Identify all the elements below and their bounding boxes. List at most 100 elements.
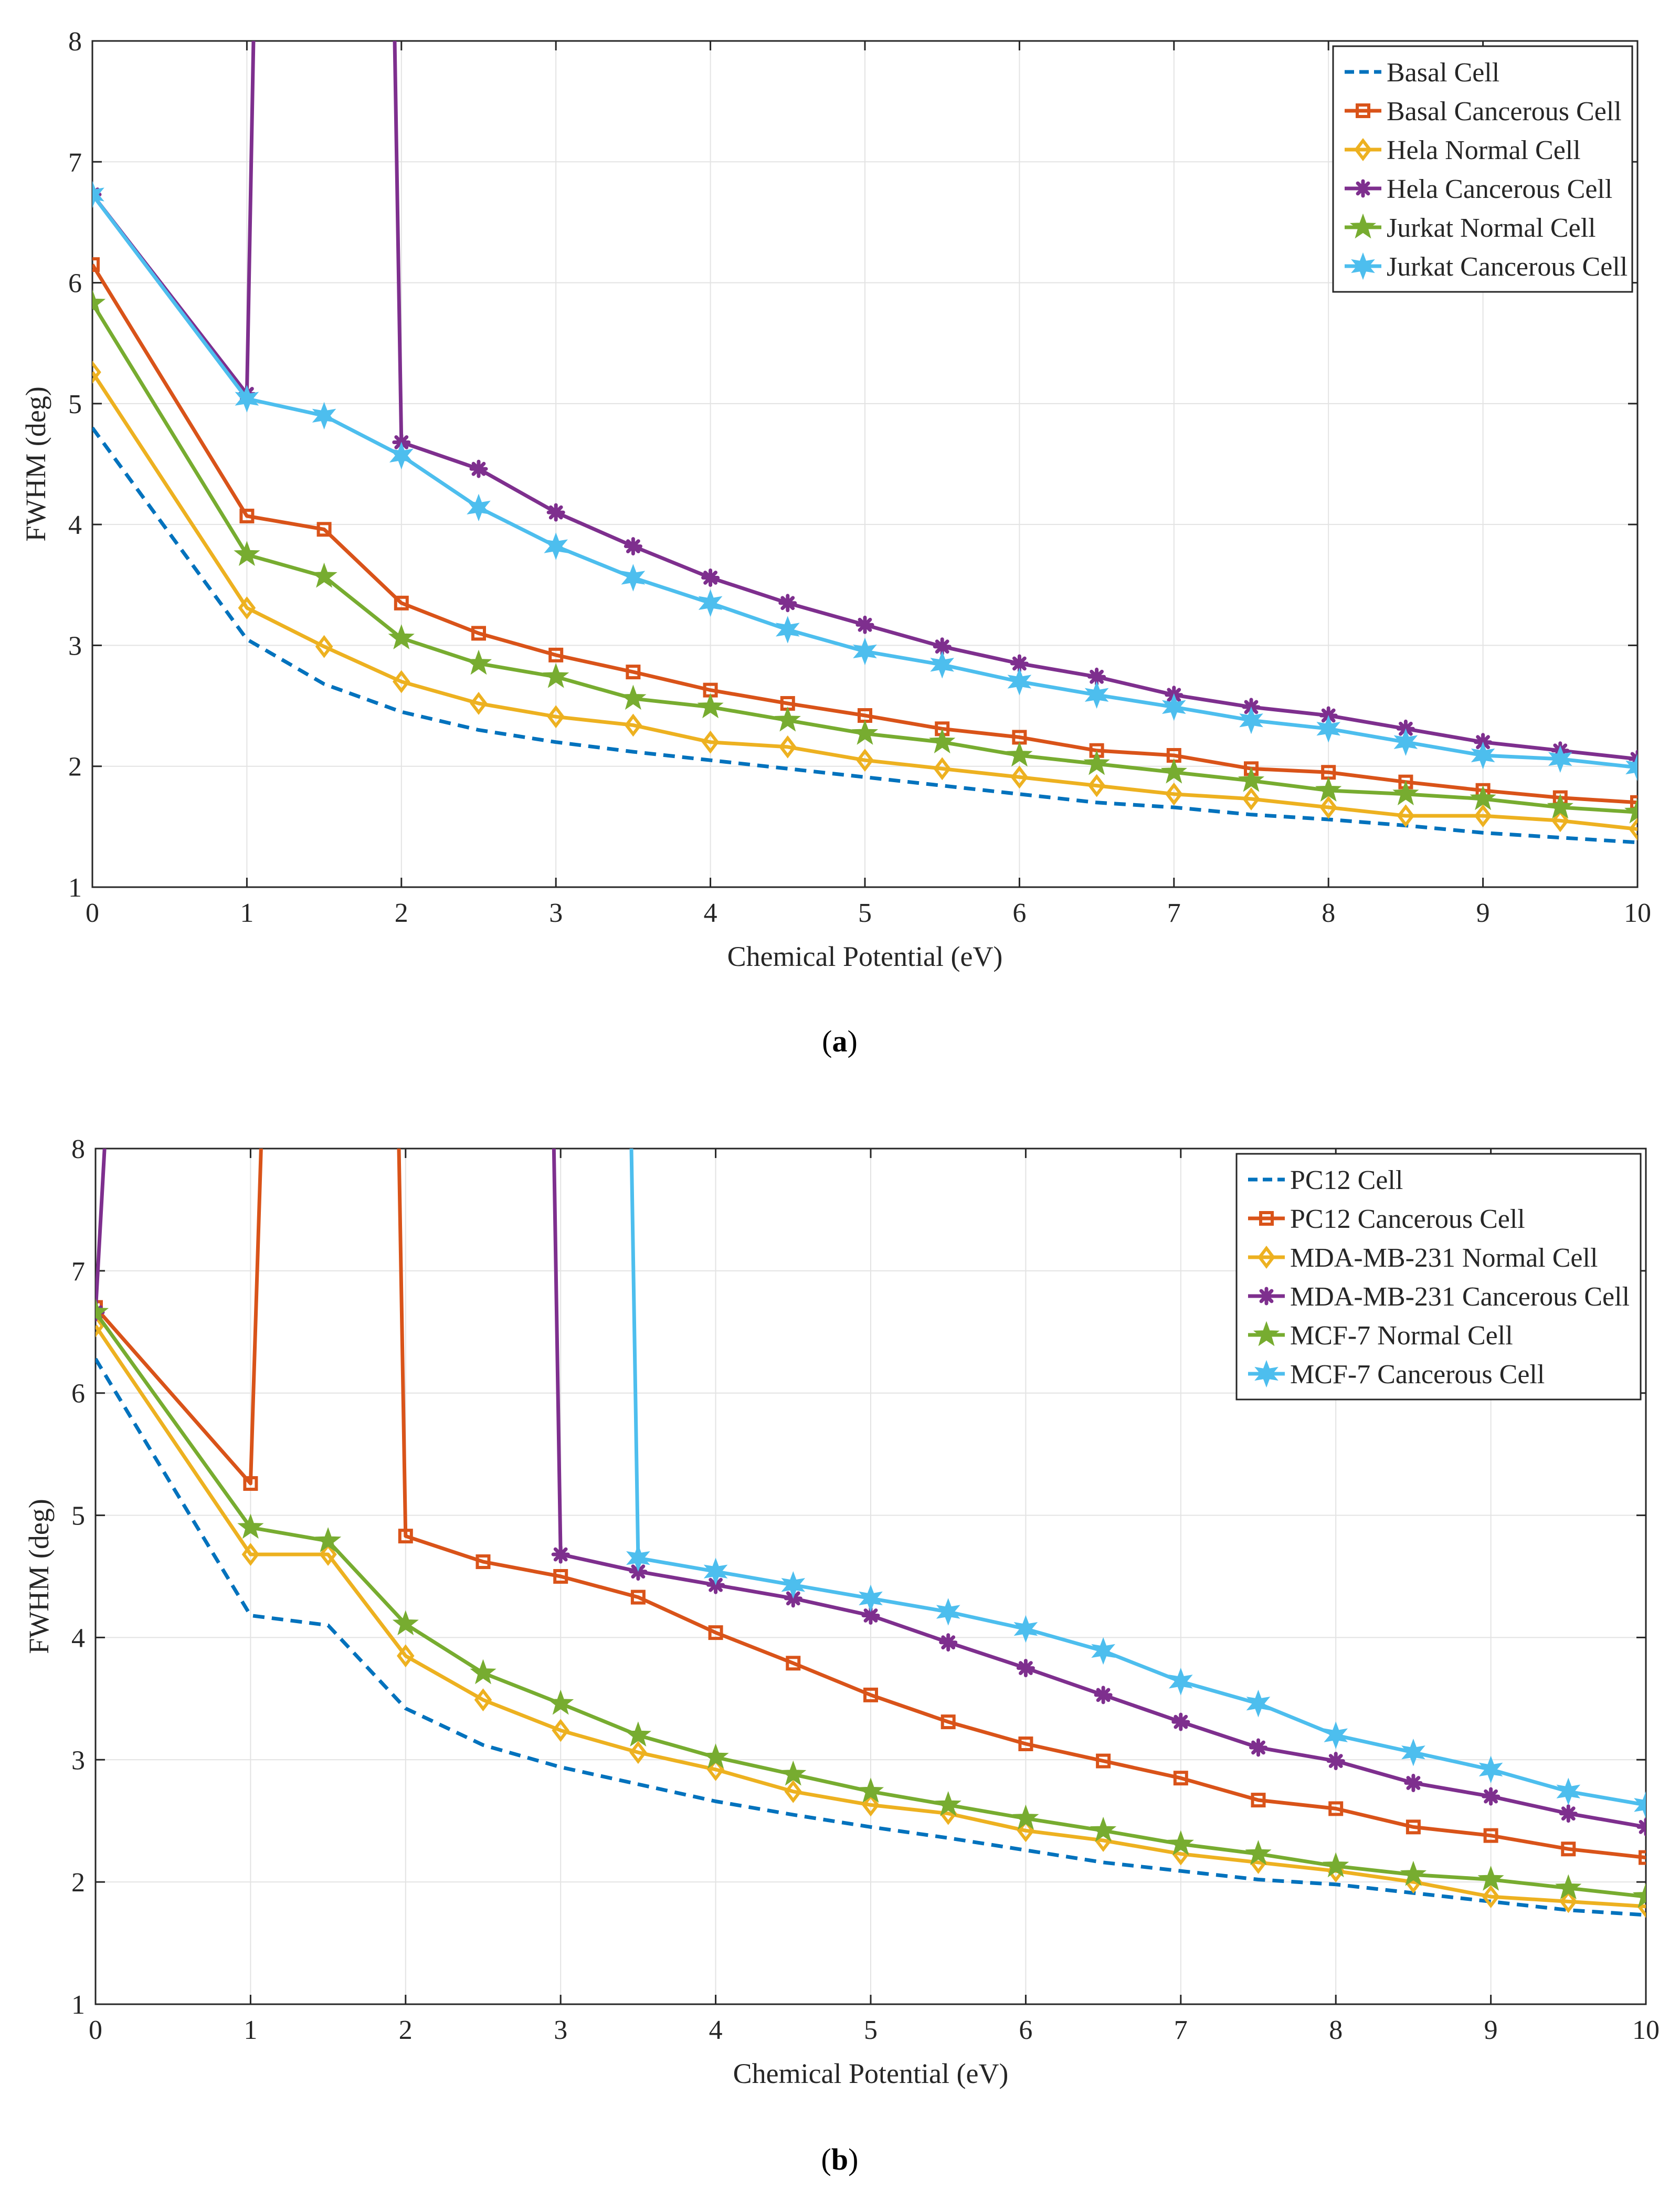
chart-b-series-2-point-4 [474,1688,492,1712]
chart-b-series-4-point-8 [780,1760,807,1786]
chart-a-series-3-point-5 [624,537,642,556]
chart-a-series-2-point-5 [547,705,565,729]
chart-b-series-5-point-9 [1324,1721,1348,1749]
chart-b-series-4-point-3 [392,1610,419,1636]
chart-b-series-2-point-18 [1559,1890,1578,1913]
chart-b-series-4-point-18 [1555,1874,1582,1900]
chart-b-series-2-point-8 [784,1780,802,1803]
chart-a-series-3-point-10 [1010,654,1029,673]
chart-a-series-5-point-16 [1393,728,1418,756]
chart-a-series-5-point-10 [930,651,955,679]
chart-b-series-2-point-2 [319,1543,337,1566]
chart-b-series-5-point-2 [781,1571,806,1599]
chart-b-series-4-line [96,1311,1646,1899]
chart-a-series-2-point-1 [238,596,256,619]
chart-a-series-4-line [92,302,1637,814]
chart-b-series-1-point-5 [630,1590,646,1605]
chart-b-legend-marker-2 [1258,1246,1275,1269]
chart-a-series-2-point-15 [1319,796,1337,819]
chart-b-series-2-point-6 [629,1741,647,1764]
chart-a-ytick-label-7: 8 [68,27,82,57]
chart-b-series-2-line [96,1324,1646,1909]
chart-b-series-1-point-4 [553,1569,568,1584]
chart-a-xlabel: Chemical Potential (eV) [727,941,1003,972]
chart-b-series-1-point-15 [1406,1819,1421,1835]
chart-a-series-2-point-11 [1010,765,1029,789]
chart-b-series-2-point-7 [706,1757,725,1781]
chart-b-series-3-line [96,1149,1646,1829]
chart-b-series-3-point-12 [1404,1774,1423,1792]
chart-a-series-4-point-8 [774,706,801,732]
chart-b-ytick-label-3: 4 [71,1623,85,1653]
chart-a-series-4-point-19 [1624,798,1637,824]
chart-b-xtick-label-7: 7 [1174,2015,1188,2045]
chart-a-series-5-point-2 [312,402,336,430]
chart-a-series-4-point-4 [465,649,492,675]
chart-b-series-4-point-6 [625,1721,651,1747]
chart-a-xtick-label-6: 6 [1012,898,1026,928]
chart-a-series-1-line [92,264,1637,805]
chart-b-series-4-point-2 [315,1527,342,1552]
chart-b-xtick-label-8: 8 [1329,2015,1343,2045]
chart-b-series-5-point-11 [1478,1755,1503,1784]
chart-b-series-4 [96,1298,1646,1908]
chart-a-series-1-point-0 [92,257,100,272]
chart-b-series-5-point-12 [1556,1777,1581,1806]
chart-b-series-1-point-11 [1096,1753,1111,1769]
chart-a-series-5-point-4 [467,493,491,522]
chart-b-ytick-label-4: 5 [71,1501,85,1531]
chart-b-series-4-point-5 [547,1689,574,1715]
chart-a-series-4-point-6 [620,685,647,710]
chart-a-series-2-point-17 [1474,804,1492,828]
chart-a-xtick-label-5: 5 [858,898,872,928]
chart-b-series-5-point-7 [1168,1668,1193,1696]
chart-a-legend-label-0: Basal Cell [1387,58,1499,88]
chart-b-series-5-point-13 [1634,1791,1646,1819]
chart-a-ytick-label-1: 2 [68,752,82,782]
chart-b-series-5-point-6 [1091,1637,1115,1665]
chart-a-series-2-point-10 [933,757,951,781]
chart-b-series-1-point-8 [863,1687,878,1702]
chart-b-series-1-point-9 [941,1714,956,1730]
chart-b-series-3-point-14 [1559,1804,1578,1823]
chart-b-series-1-point-16 [1483,1828,1498,1843]
chart-a-series-3-point-6 [701,569,720,587]
chart-a-series-5-point-12 [1084,681,1109,709]
chart-b-series-5-point-3 [859,1584,883,1613]
chart-a-xtick-label-0: 0 [86,898,99,928]
chart-a-legend-label-4: Jurkat Normal Cell [1387,213,1596,243]
chart-a-series-4-point-12 [1083,750,1110,775]
chart-a-series-4-point-1 [234,541,260,566]
chart-b-series-3-point-7 [1016,1659,1035,1678]
chart-b-series-1-point-10 [1018,1737,1033,1752]
chart-a-legend-box [1332,45,1633,293]
chart-a-series-2-point-16 [1397,804,1415,828]
chart-b-series-4-point-11 [1012,1804,1039,1830]
chart-b-series-2-point-11 [1017,1819,1035,1843]
chart-b-series-4-point-14 [1245,1840,1272,1865]
chart-b-legend-label-1: PC12 Cancerous Cell [1290,1204,1525,1234]
chart-a-ytick-label-2: 3 [68,631,82,661]
chart-a-series-3-point-8 [855,615,874,634]
chart-b-series-3-point-1 [551,1545,570,1564]
chart-a-series-5-point-11 [1007,668,1032,696]
chart-b-legend-label-5: MCF-7 Cancerous Cell [1290,1360,1545,1390]
chart-b-legend-label-0: PC12 Cell [1290,1165,1403,1195]
chart-b-xtick-label-1: 1 [244,2015,257,2045]
chart-b-xtick-label-9: 9 [1484,2015,1498,2045]
chart-b-series-2-point-1 [241,1543,260,1566]
chart-b-series-1-point-14 [1328,1801,1344,1816]
chart-a-series-5-point-8 [775,616,800,644]
chart-a-series-5-point-3 [389,441,414,470]
chart-b-series-4-point-15 [1323,1852,1349,1878]
chart-b-series-4-point-10 [935,1791,961,1816]
chart-b-series-3-point-15 [1636,1817,1646,1836]
chart-a-series-2-point-6 [624,713,642,737]
chart-a-series-5-point-19 [1625,753,1637,782]
chart-b-series-4-point-7 [702,1743,729,1769]
chart-a-series-1-point-6 [626,665,641,680]
chart-a-ytick-label-0: 1 [68,873,82,903]
chart-a-ytick-label-6: 7 [68,148,82,177]
chart-b-legend: PC12 Cell PC12 Cancerous Cell MDA-MB-231 N… [1235,1153,1642,1401]
